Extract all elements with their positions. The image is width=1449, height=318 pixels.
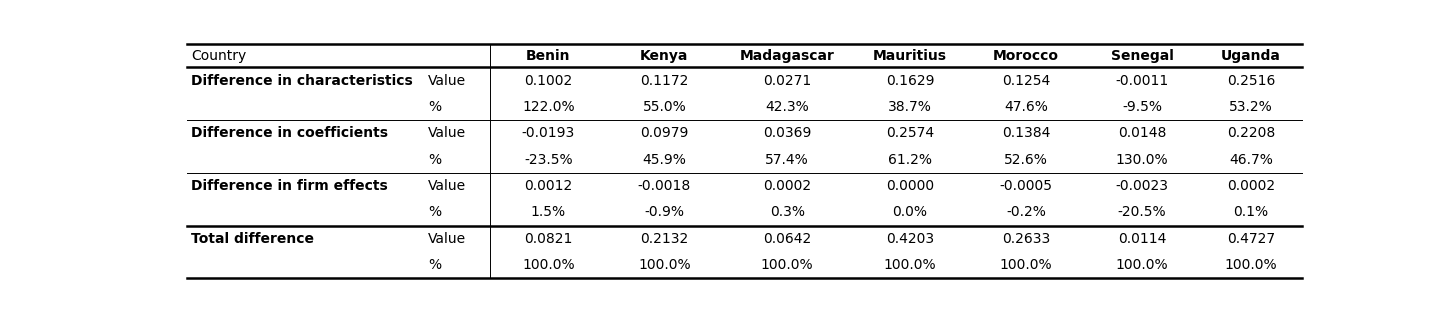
Text: Morocco: Morocco <box>993 49 1059 63</box>
Text: 100.0%: 100.0% <box>522 258 575 272</box>
Text: -20.5%: -20.5% <box>1117 205 1166 219</box>
Text: -9.5%: -9.5% <box>1122 100 1162 114</box>
Text: 53.2%: 53.2% <box>1229 100 1272 114</box>
Text: 0.0642: 0.0642 <box>764 232 811 246</box>
Text: 45.9%: 45.9% <box>642 153 687 167</box>
Text: 0.0148: 0.0148 <box>1117 126 1166 140</box>
Text: 130.0%: 130.0% <box>1116 153 1168 167</box>
Text: Mauritius: Mauritius <box>872 49 946 63</box>
Text: 0.1002: 0.1002 <box>525 73 572 87</box>
Text: 0.0369: 0.0369 <box>764 126 811 140</box>
Text: 0.1254: 0.1254 <box>1001 73 1051 87</box>
Text: Value: Value <box>427 179 467 193</box>
Text: 0.0002: 0.0002 <box>764 179 811 193</box>
Text: 0.0%: 0.0% <box>893 205 927 219</box>
Text: 47.6%: 47.6% <box>1004 100 1048 114</box>
Text: -0.0023: -0.0023 <box>1116 179 1168 193</box>
Text: Value: Value <box>427 126 467 140</box>
Text: 55.0%: 55.0% <box>642 100 687 114</box>
Text: 0.1%: 0.1% <box>1233 205 1268 219</box>
Text: 100.0%: 100.0% <box>1224 258 1277 272</box>
Text: 0.0821: 0.0821 <box>525 232 572 246</box>
Text: -0.0011: -0.0011 <box>1116 73 1169 87</box>
Text: Difference in firm effects: Difference in firm effects <box>191 179 388 193</box>
Text: -0.0018: -0.0018 <box>638 179 691 193</box>
Text: -0.0193: -0.0193 <box>522 126 575 140</box>
Text: 122.0%: 122.0% <box>522 100 575 114</box>
Text: %: % <box>427 153 440 167</box>
Text: 0.0000: 0.0000 <box>885 179 935 193</box>
Text: 0.0979: 0.0979 <box>640 126 688 140</box>
Text: %: % <box>427 258 440 272</box>
Text: 100.0%: 100.0% <box>638 258 691 272</box>
Text: 100.0%: 100.0% <box>1000 258 1052 272</box>
Text: Kenya: Kenya <box>640 49 688 63</box>
Text: 0.0002: 0.0002 <box>1227 179 1275 193</box>
Text: 61.2%: 61.2% <box>888 153 932 167</box>
Text: 52.6%: 52.6% <box>1004 153 1048 167</box>
Text: 42.3%: 42.3% <box>765 100 809 114</box>
Text: 0.3%: 0.3% <box>769 205 804 219</box>
Text: 1.5%: 1.5% <box>530 205 567 219</box>
Text: 0.2633: 0.2633 <box>1001 232 1051 246</box>
Text: -0.2%: -0.2% <box>1006 205 1046 219</box>
Text: 100.0%: 100.0% <box>1116 258 1168 272</box>
Text: 100.0%: 100.0% <box>884 258 936 272</box>
Text: 100.0%: 100.0% <box>761 258 813 272</box>
Text: 57.4%: 57.4% <box>765 153 809 167</box>
Text: %: % <box>427 100 440 114</box>
Text: 0.1384: 0.1384 <box>1001 126 1051 140</box>
Text: Benin: Benin <box>526 49 571 63</box>
Text: 46.7%: 46.7% <box>1229 153 1272 167</box>
Text: Difference in characteristics: Difference in characteristics <box>191 73 413 87</box>
Text: 0.0012: 0.0012 <box>525 179 572 193</box>
Text: 0.0271: 0.0271 <box>764 73 811 87</box>
Text: Value: Value <box>427 73 467 87</box>
Text: Total difference: Total difference <box>191 232 314 246</box>
Text: 38.7%: 38.7% <box>888 100 932 114</box>
Text: Difference in coefficients: Difference in coefficients <box>191 126 388 140</box>
Text: Madagascar: Madagascar <box>739 49 835 63</box>
Text: -23.5%: -23.5% <box>525 153 572 167</box>
Text: 0.2516: 0.2516 <box>1227 73 1275 87</box>
Text: 0.2132: 0.2132 <box>640 232 688 246</box>
Text: 0.4203: 0.4203 <box>885 232 935 246</box>
Text: Senegal: Senegal <box>1110 49 1174 63</box>
Text: 0.2574: 0.2574 <box>885 126 935 140</box>
Text: Value: Value <box>427 232 467 246</box>
Text: 0.0114: 0.0114 <box>1117 232 1166 246</box>
Text: 0.1629: 0.1629 <box>885 73 935 87</box>
Text: Country: Country <box>191 49 246 63</box>
Text: 0.4727: 0.4727 <box>1227 232 1275 246</box>
Text: -0.0005: -0.0005 <box>1000 179 1052 193</box>
Text: %: % <box>427 205 440 219</box>
Text: 0.1172: 0.1172 <box>640 73 688 87</box>
Text: -0.9%: -0.9% <box>645 205 684 219</box>
Text: 0.2208: 0.2208 <box>1227 126 1275 140</box>
Text: Uganda: Uganda <box>1222 49 1281 63</box>
